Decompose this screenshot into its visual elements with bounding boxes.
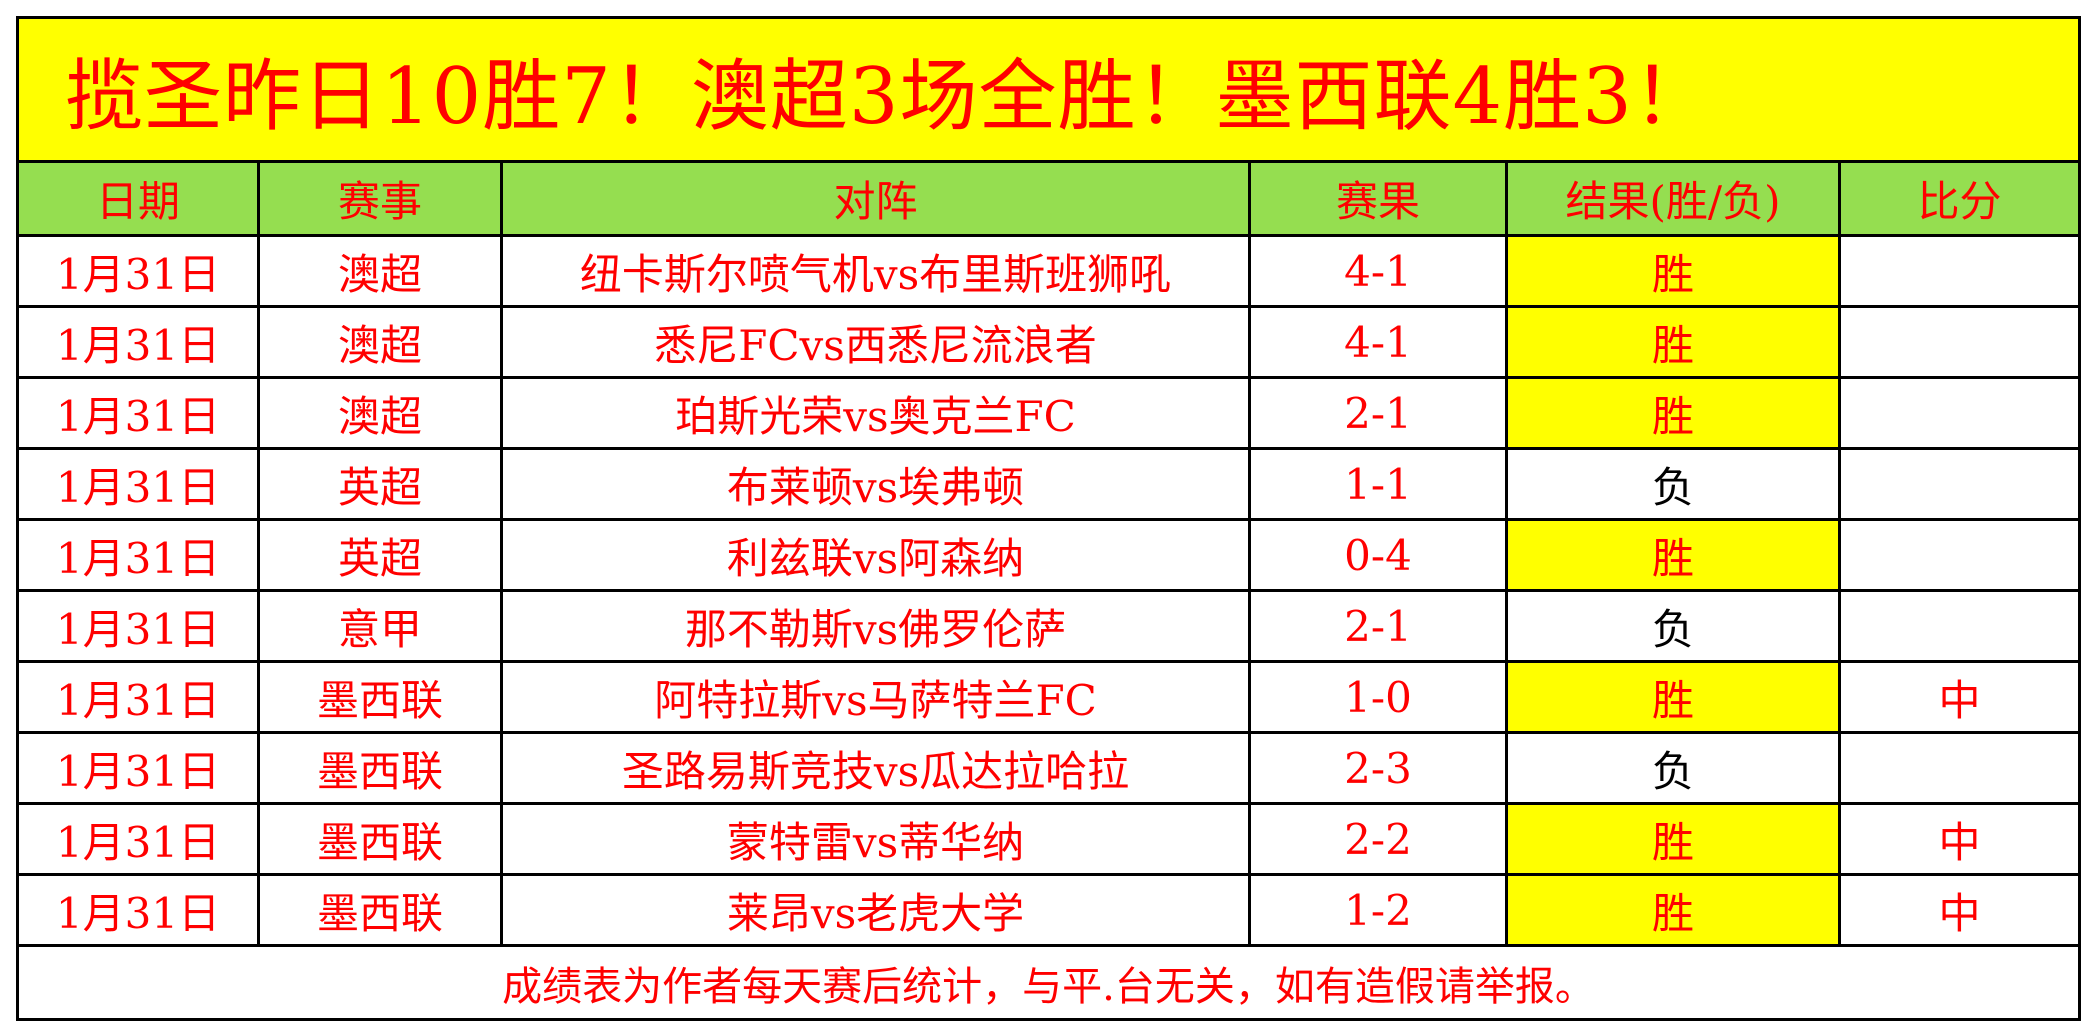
cell-score: 2-2: [1248, 802, 1508, 876]
cell-result: 胜: [1505, 518, 1841, 592]
cell-result: 胜: [1505, 660, 1841, 734]
header-score: 赛果: [1248, 160, 1508, 237]
cell-league: 墨西联: [257, 660, 503, 734]
cell-bifen: 中: [1837, 873, 2082, 947]
cell-score: 2-3: [1248, 731, 1508, 805]
cell-league: 墨西联: [257, 873, 503, 947]
cell-result: 胜: [1505, 234, 1841, 308]
results-table: 揽圣昨日10胜7！澳超3场全胜！墨西联4胜3！ 日期 赛事 对阵 赛果 结果(胜…: [15, 16, 2082, 1021]
header-result: 结果(胜/负): [1505, 160, 1841, 237]
cell-result: 胜: [1505, 802, 1841, 876]
cell-result: 胜: [1505, 873, 1841, 947]
cell-bifen: [1837, 731, 2082, 805]
cell-result: 负: [1505, 731, 1841, 805]
cell-league: 澳超: [257, 305, 503, 379]
cell-match: 莱昂vs老虎大学: [500, 873, 1251, 947]
cell-match: 悉尼FCvs西悉尼流浪者: [500, 305, 1251, 379]
cell-match: 布莱顿vs埃弗顿: [500, 447, 1251, 521]
cell-score: 2-1: [1248, 376, 1508, 450]
cell-score: 4-1: [1248, 234, 1508, 308]
cell-bifen: [1837, 234, 2082, 308]
cell-match: 蒙特雷vs蒂华纳: [500, 802, 1251, 876]
cell-score: 1-1: [1248, 447, 1508, 521]
cell-bifen: [1837, 589, 2082, 663]
cell-league: 澳超: [257, 234, 503, 308]
cell-league: 澳超: [257, 376, 503, 450]
cell-date: 1月31日: [16, 873, 260, 947]
cell-date: 1月31日: [16, 234, 260, 308]
cell-date: 1月31日: [16, 518, 260, 592]
cell-match: 圣路易斯竞技vs瓜达拉哈拉: [500, 731, 1251, 805]
cell-date: 1月31日: [16, 660, 260, 734]
cell-result: 胜: [1505, 376, 1841, 450]
cell-league: 墨西联: [257, 802, 503, 876]
cell-date: 1月31日: [16, 589, 260, 663]
table-row: 1月31日 英超 布莱顿vs埃弗顿 1-1 负: [16, 447, 2082, 521]
table-row: 1月31日 墨西联 圣路易斯竞技vs瓜达拉哈拉 2-3 负: [16, 731, 2082, 805]
cell-bifen: [1837, 447, 2082, 521]
cell-match: 利兹联vs阿森纳: [500, 518, 1251, 592]
cell-bifen: [1837, 376, 2082, 450]
header-row: 日期 赛事 对阵 赛果 结果(胜/负) 比分: [16, 160, 2082, 237]
table-row: 1月31日 澳超 纽卡斯尔喷气机vs布里斯班狮吼 4-1 胜: [16, 234, 2082, 308]
cell-bifen: [1837, 518, 2082, 592]
cell-score: 1-0: [1248, 660, 1508, 734]
header-match: 对阵: [500, 160, 1251, 237]
table-row: 1月31日 意甲 那不勒斯vs佛罗伦萨 2-1 负: [16, 589, 2082, 663]
cell-match: 那不勒斯vs佛罗伦萨: [500, 589, 1251, 663]
cell-date: 1月31日: [16, 802, 260, 876]
cell-score: 2-1: [1248, 589, 1508, 663]
cell-date: 1月31日: [16, 447, 260, 521]
cell-match: 纽卡斯尔喷气机vs布里斯班狮吼: [500, 234, 1251, 308]
cell-result: 胜: [1505, 305, 1841, 379]
table-row: 1月31日 英超 利兹联vs阿森纳 0-4 胜: [16, 518, 2082, 592]
cell-result: 负: [1505, 447, 1841, 521]
cell-league: 意甲: [257, 589, 503, 663]
cell-date: 1月31日: [16, 731, 260, 805]
cell-match: 珀斯光荣vs奥克兰FC: [500, 376, 1251, 450]
table-row: 1月31日 澳超 悉尼FCvs西悉尼流浪者 4-1 胜: [16, 305, 2082, 379]
page-title: 揽圣昨日10胜7！澳超3场全胜！墨西联4胜3！: [15, 16, 2082, 163]
header-date: 日期: [16, 160, 260, 237]
cell-bifen: 中: [1837, 802, 2082, 876]
cell-bifen: [1837, 305, 2082, 379]
cell-date: 1月31日: [16, 305, 260, 379]
cell-score: 1-2: [1248, 873, 1508, 947]
footer-note: 成绩表为作者每天赛后统计，与平.台无关，如有造假请举报。: [15, 944, 2082, 1021]
cell-bifen: 中: [1837, 660, 2082, 734]
cell-league: 英超: [257, 518, 503, 592]
cell-league: 墨西联: [257, 731, 503, 805]
header-league: 赛事: [257, 160, 503, 237]
cell-result: 负: [1505, 589, 1841, 663]
table-row: 1月31日 澳超 珀斯光荣vs奥克兰FC 2-1 胜: [16, 376, 2082, 450]
table-row: 1月31日 墨西联 阿特拉斯vs马萨特兰FC 1-0 胜中: [16, 660, 2082, 734]
cell-score: 4-1: [1248, 305, 1508, 379]
cell-match: 阿特拉斯vs马萨特兰FC: [500, 660, 1251, 734]
header-bifen: 比分: [1837, 160, 2082, 237]
cell-score: 0-4: [1248, 518, 1508, 592]
table-row: 1月31日 墨西联 莱昂vs老虎大学 1-2 胜中: [16, 873, 2082, 947]
cell-date: 1月31日: [16, 376, 260, 450]
table-row: 1月31日 墨西联 蒙特雷vs蒂华纳 2-2 胜中: [16, 802, 2082, 876]
cell-league: 英超: [257, 447, 503, 521]
